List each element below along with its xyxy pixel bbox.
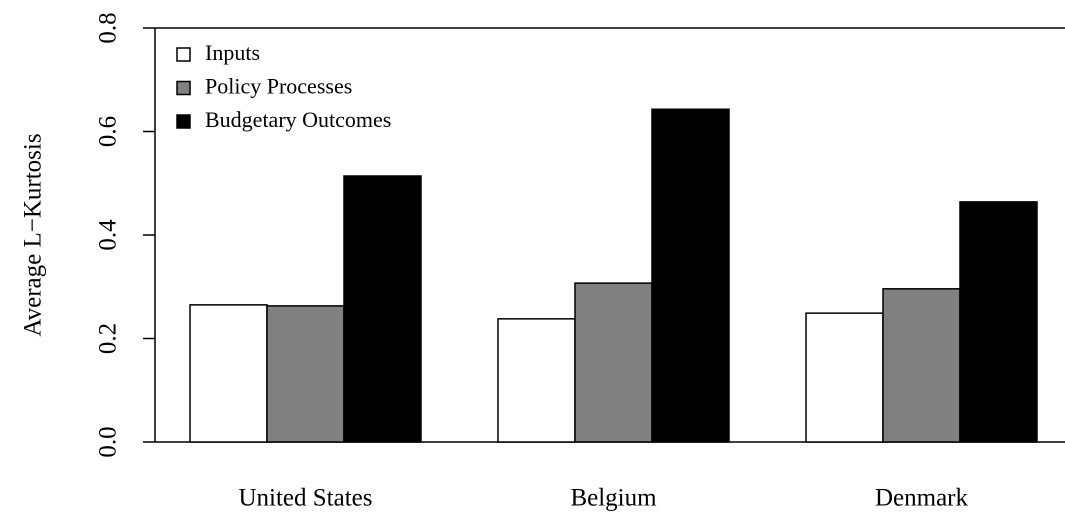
bar bbox=[189, 304, 268, 443]
y-tick-label: 0.8 bbox=[95, 12, 122, 43]
x-tick-label: Denmark bbox=[875, 485, 969, 512]
bar bbox=[574, 282, 653, 443]
y-axis-label: Average L−Kurtosis bbox=[20, 133, 47, 336]
bar bbox=[651, 108, 730, 443]
y-tick-label: 0.4 bbox=[95, 219, 122, 251]
bar bbox=[882, 288, 961, 443]
legend-swatch bbox=[176, 80, 191, 96]
legend-label: Policy Processes bbox=[205, 74, 352, 99]
legend-label: Inputs bbox=[205, 40, 260, 65]
x-tick-label: United States bbox=[238, 485, 372, 512]
y-tick-label: 0.6 bbox=[95, 116, 122, 147]
bar bbox=[959, 201, 1038, 443]
bar bbox=[497, 318, 576, 443]
legend-swatch bbox=[176, 47, 191, 62]
bar bbox=[266, 305, 345, 443]
bar bbox=[805, 312, 884, 443]
x-tick-label: Belgium bbox=[570, 485, 657, 512]
legend-label: Budgetary Outcomes bbox=[205, 107, 391, 132]
bar bbox=[343, 175, 422, 443]
legend-swatch bbox=[176, 114, 191, 129]
y-tick-label: 0.2 bbox=[95, 323, 122, 354]
y-tick-label: 0.0 bbox=[95, 426, 122, 457]
